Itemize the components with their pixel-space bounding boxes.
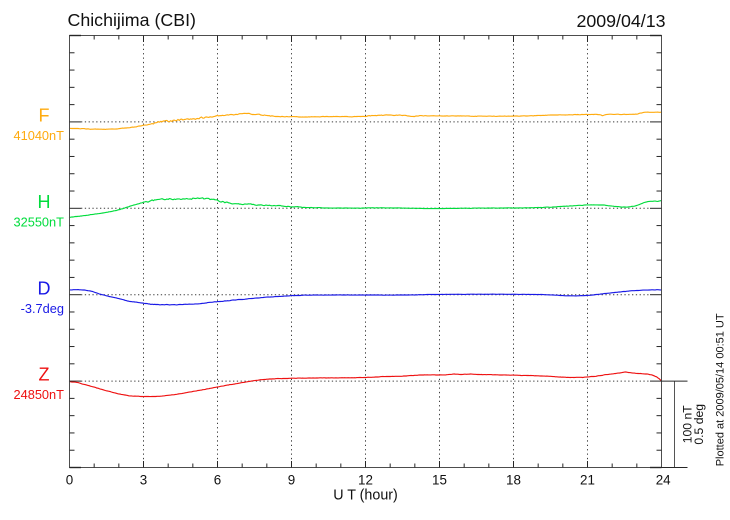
- svg-text:H: H: [38, 192, 51, 212]
- svg-text:U T (hour): U T (hour): [333, 488, 398, 504]
- svg-text:F: F: [39, 106, 50, 126]
- svg-text:0: 0: [66, 473, 73, 488]
- svg-text:Plotted at 2009/05/14 00:51 UT: Plotted at 2009/05/14 00:51 UT: [715, 313, 727, 466]
- svg-text:32550nT: 32550nT: [13, 214, 64, 229]
- svg-text:Chichijima (CBI): Chichijima (CBI): [68, 10, 196, 30]
- svg-text:24: 24: [656, 473, 671, 488]
- svg-text:100 nT: 100 nT: [680, 405, 694, 443]
- svg-text:9: 9: [288, 473, 295, 488]
- svg-text:D: D: [38, 278, 51, 298]
- svg-text:15: 15: [432, 473, 447, 488]
- svg-text:3: 3: [140, 473, 147, 488]
- svg-text:0.5 deg: 0.5 deg: [692, 404, 706, 445]
- svg-text:2009/04/13: 2009/04/13: [577, 11, 666, 31]
- svg-text:6: 6: [214, 473, 221, 488]
- svg-text:24850nT: 24850nT: [13, 387, 64, 402]
- svg-text:-3.7deg: -3.7deg: [21, 301, 64, 316]
- svg-text:Z: Z: [39, 365, 50, 385]
- svg-text:18: 18: [506, 473, 521, 488]
- svg-text:41040nT: 41040nT: [13, 128, 64, 143]
- svg-text:21: 21: [580, 473, 595, 488]
- svg-text:12: 12: [358, 473, 373, 488]
